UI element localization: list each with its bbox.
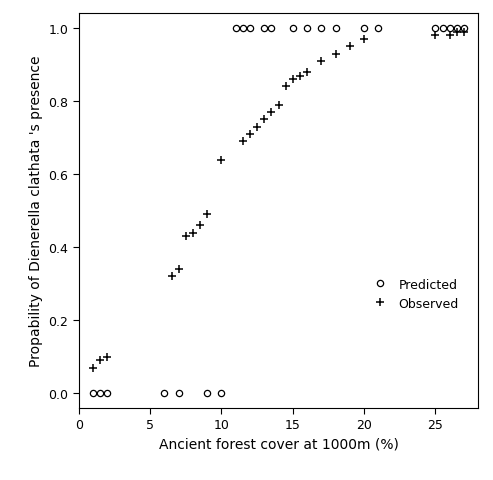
Legend: Predicted, Observed: Predicted, Observed <box>362 273 464 315</box>
X-axis label: Ancient forest cover at 1000m (%): Ancient forest cover at 1000m (%) <box>159 437 398 451</box>
Y-axis label: Propability of Dienerella clathata 's presence: Propability of Dienerella clathata 's pr… <box>29 56 43 367</box>
